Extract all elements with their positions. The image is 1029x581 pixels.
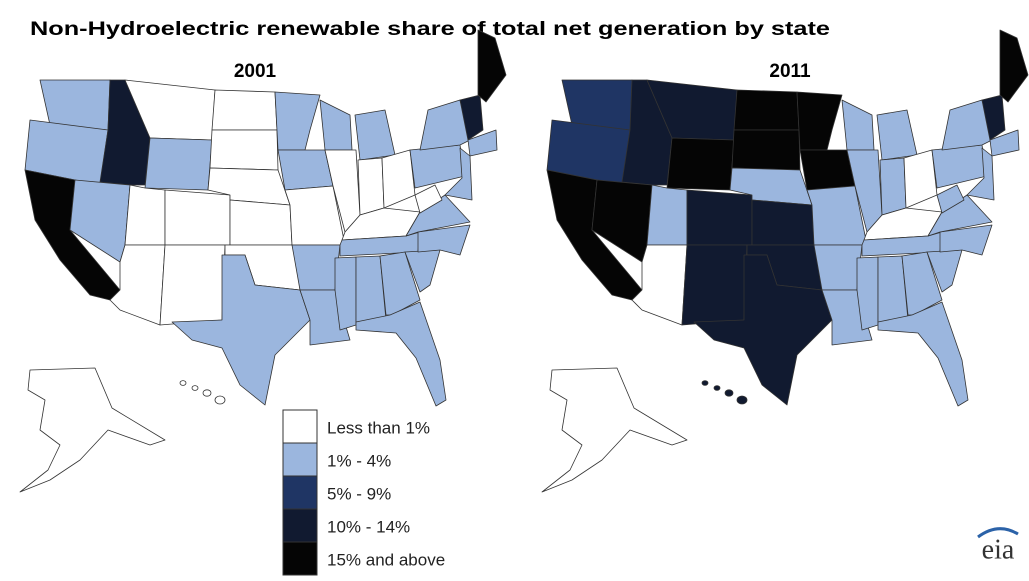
state [686,189,753,246]
state [144,137,213,191]
logo: eia [982,534,1015,565]
state [856,256,879,331]
state [357,157,385,216]
map-year: 2011 [769,61,811,82]
state [681,244,748,326]
state [417,224,471,256]
state [459,94,484,141]
hawaii-island [179,380,187,386]
state [646,184,688,246]
state [666,137,735,191]
hawaii-island [724,389,734,397]
state [966,147,995,201]
state [936,184,965,214]
state [477,29,507,103]
hawaii-island [202,389,212,397]
state [731,129,801,171]
state [799,149,856,191]
map-2001 [19,29,507,493]
map-year: 2001 [234,61,277,82]
hawaii-island [191,385,199,391]
state [693,254,833,406]
state [171,254,311,406]
state [999,29,1029,103]
legend-label: 10% - 14% [327,517,410,536]
state [379,251,421,316]
state [879,157,907,216]
state [19,367,166,493]
state [981,94,1006,141]
legend: Less than 1% 1% - 4% 5% - 9% 10% - 14% 15% a… [282,409,445,576]
state [813,244,863,291]
state [541,367,688,493]
state [941,99,993,151]
legend-label: 15% and above [327,550,445,569]
state [319,99,353,151]
legend-swatch [282,508,318,543]
state [229,199,293,246]
state [444,147,473,201]
state [291,244,341,291]
hawaii-island [736,395,748,405]
state [467,129,498,157]
state [414,184,443,214]
legend-swatch [282,442,318,477]
state [405,194,471,237]
state [211,89,278,131]
state [124,184,166,246]
hawaii-island [713,385,721,391]
state [733,89,800,131]
state [989,129,1020,157]
map-2011 [541,29,1029,493]
state [355,301,447,407]
state [901,251,943,316]
state [419,99,471,151]
state [877,301,969,407]
legend-label: 5% - 9% [327,484,391,503]
hawaii-island [701,380,709,386]
state [939,224,993,256]
state [751,199,815,246]
state [931,144,988,189]
hawaii-island [214,395,226,405]
state [209,129,279,171]
state [876,109,918,161]
state [903,149,938,209]
legend-label: Less than 1% [327,418,430,437]
state [164,189,231,246]
state [354,109,396,161]
state [381,149,416,209]
state [159,244,226,326]
state [274,91,321,151]
state [796,91,843,151]
legend-swatch [282,409,318,444]
state [277,149,334,191]
state [841,99,875,151]
state [927,194,993,237]
legend-swatch [282,475,318,510]
legend-swatch [282,541,318,576]
state [334,256,357,331]
title: Non-Hydroelectric renewable share of tot… [30,19,830,40]
state [409,144,466,189]
legend-label: 1% - 4% [327,451,391,470]
logo-arc [977,527,1019,539]
